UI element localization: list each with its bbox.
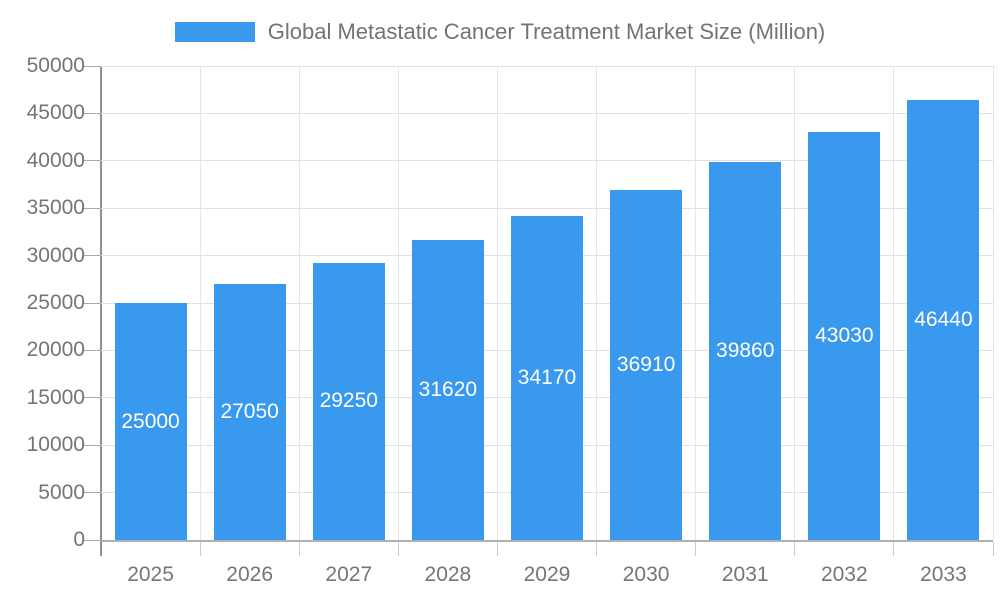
- h-gridline: [101, 112, 993, 114]
- v-gridline: [199, 66, 201, 540]
- v-gridline: [596, 66, 598, 540]
- x-axis-tick: [596, 542, 598, 556]
- x-tick-label-2032: 2032: [820, 563, 868, 586]
- bar-2031[interactable]: 39860: [709, 162, 782, 540]
- legend-label: Global Metastatic Cancer Treatment Marke…: [267, 19, 826, 44]
- x-axis-tick: [298, 542, 300, 556]
- bar-2032[interactable]: 43030: [808, 132, 881, 540]
- v-gridline: [496, 66, 498, 540]
- bar-value-label: 25000: [121, 409, 180, 433]
- y-tick-label: 10000: [26, 433, 85, 457]
- y-tick-label: 0: [73, 528, 85, 551]
- y-axis-tick: [83, 207, 101, 209]
- legend[interactable]: Global Metastatic Cancer Treatment Marke…: [0, 17, 1000, 47]
- y-tick-label: 5000: [38, 480, 85, 504]
- h-gridline: [101, 65, 993, 67]
- bar-value-label: 39860: [716, 339, 775, 363]
- bar-value-label: 31620: [418, 378, 478, 402]
- x-axis-tick: [496, 542, 498, 556]
- y-axis-tick: [83, 349, 101, 351]
- h-gridline: [101, 207, 993, 209]
- v-gridline: [695, 66, 697, 540]
- y-tick-label: 35000: [26, 196, 85, 220]
- x-axis-tick: [695, 542, 697, 556]
- bar-2033[interactable]: 46440: [907, 99, 980, 540]
- bar-value-label: 27050: [220, 399, 279, 423]
- v-gridline: [397, 66, 399, 540]
- h-gridline: [101, 160, 993, 162]
- x-tick-label-2030: 2030: [622, 563, 670, 586]
- legend-swatch: [174, 22, 255, 42]
- y-axis-tick: [83, 65, 101, 67]
- x-axis-tick: [397, 542, 399, 556]
- v-gridline: [298, 66, 300, 540]
- bar-value-label: 29250: [319, 389, 378, 413]
- y-tick-label: 20000: [26, 338, 85, 362]
- x-axis-line: [101, 540, 993, 542]
- bar-value-label: 34170: [517, 366, 577, 390]
- bar-value-label: 43030: [815, 324, 874, 348]
- v-gridline: [893, 66, 895, 540]
- x-tick-label-2031: 2031: [721, 563, 769, 586]
- y-axis-line: [100, 66, 102, 542]
- bar-2029[interactable]: 34170: [511, 216, 583, 540]
- x-tick-label-2025: 2025: [127, 563, 174, 586]
- x-tick-label-2026: 2026: [226, 563, 274, 586]
- bar-2025[interactable]: 25000: [114, 303, 187, 540]
- y-tick-label: 15000: [26, 385, 85, 409]
- bar-2026[interactable]: 27050: [213, 283, 286, 540]
- y-axis-tick: [83, 492, 101, 494]
- y-tick-label: 25000: [26, 291, 85, 314]
- x-axis-tick: [992, 542, 994, 556]
- x-axis-tick: [100, 542, 102, 556]
- y-axis-tick: [83, 444, 101, 446]
- x-tick-label-2033: 2033: [920, 563, 967, 586]
- y-tick-label: 30000: [26, 243, 85, 267]
- v-gridline: [992, 66, 994, 540]
- y-axis-tick: [83, 112, 101, 114]
- x-tick-label-2028: 2028: [424, 563, 472, 586]
- y-axis-tick: [83, 160, 101, 162]
- y-axis-tick: [83, 302, 101, 304]
- bar-2027[interactable]: 29250: [312, 262, 385, 540]
- bar-value-label: 46440: [914, 307, 973, 331]
- x-tick-label-2027: 2027: [325, 563, 373, 586]
- v-gridline: [794, 66, 796, 540]
- x-axis-tick: [893, 542, 895, 556]
- y-axis-tick: [83, 255, 101, 257]
- x-axis-tick: [794, 542, 796, 556]
- bar-value-label: 36910: [616, 353, 676, 377]
- y-tick-label: 45000: [26, 101, 85, 125]
- x-axis-tick: [199, 542, 201, 556]
- bar-2030[interactable]: 36910: [610, 190, 683, 540]
- x-tick-label-2029: 2029: [523, 563, 571, 586]
- y-tick-label: 40000: [26, 148, 85, 172]
- y-axis-tick: [83, 397, 101, 399]
- y-axis-tick: [83, 539, 101, 541]
- y-tick-label: 50000: [26, 54, 85, 77]
- bar-2028[interactable]: 31620: [411, 240, 484, 540]
